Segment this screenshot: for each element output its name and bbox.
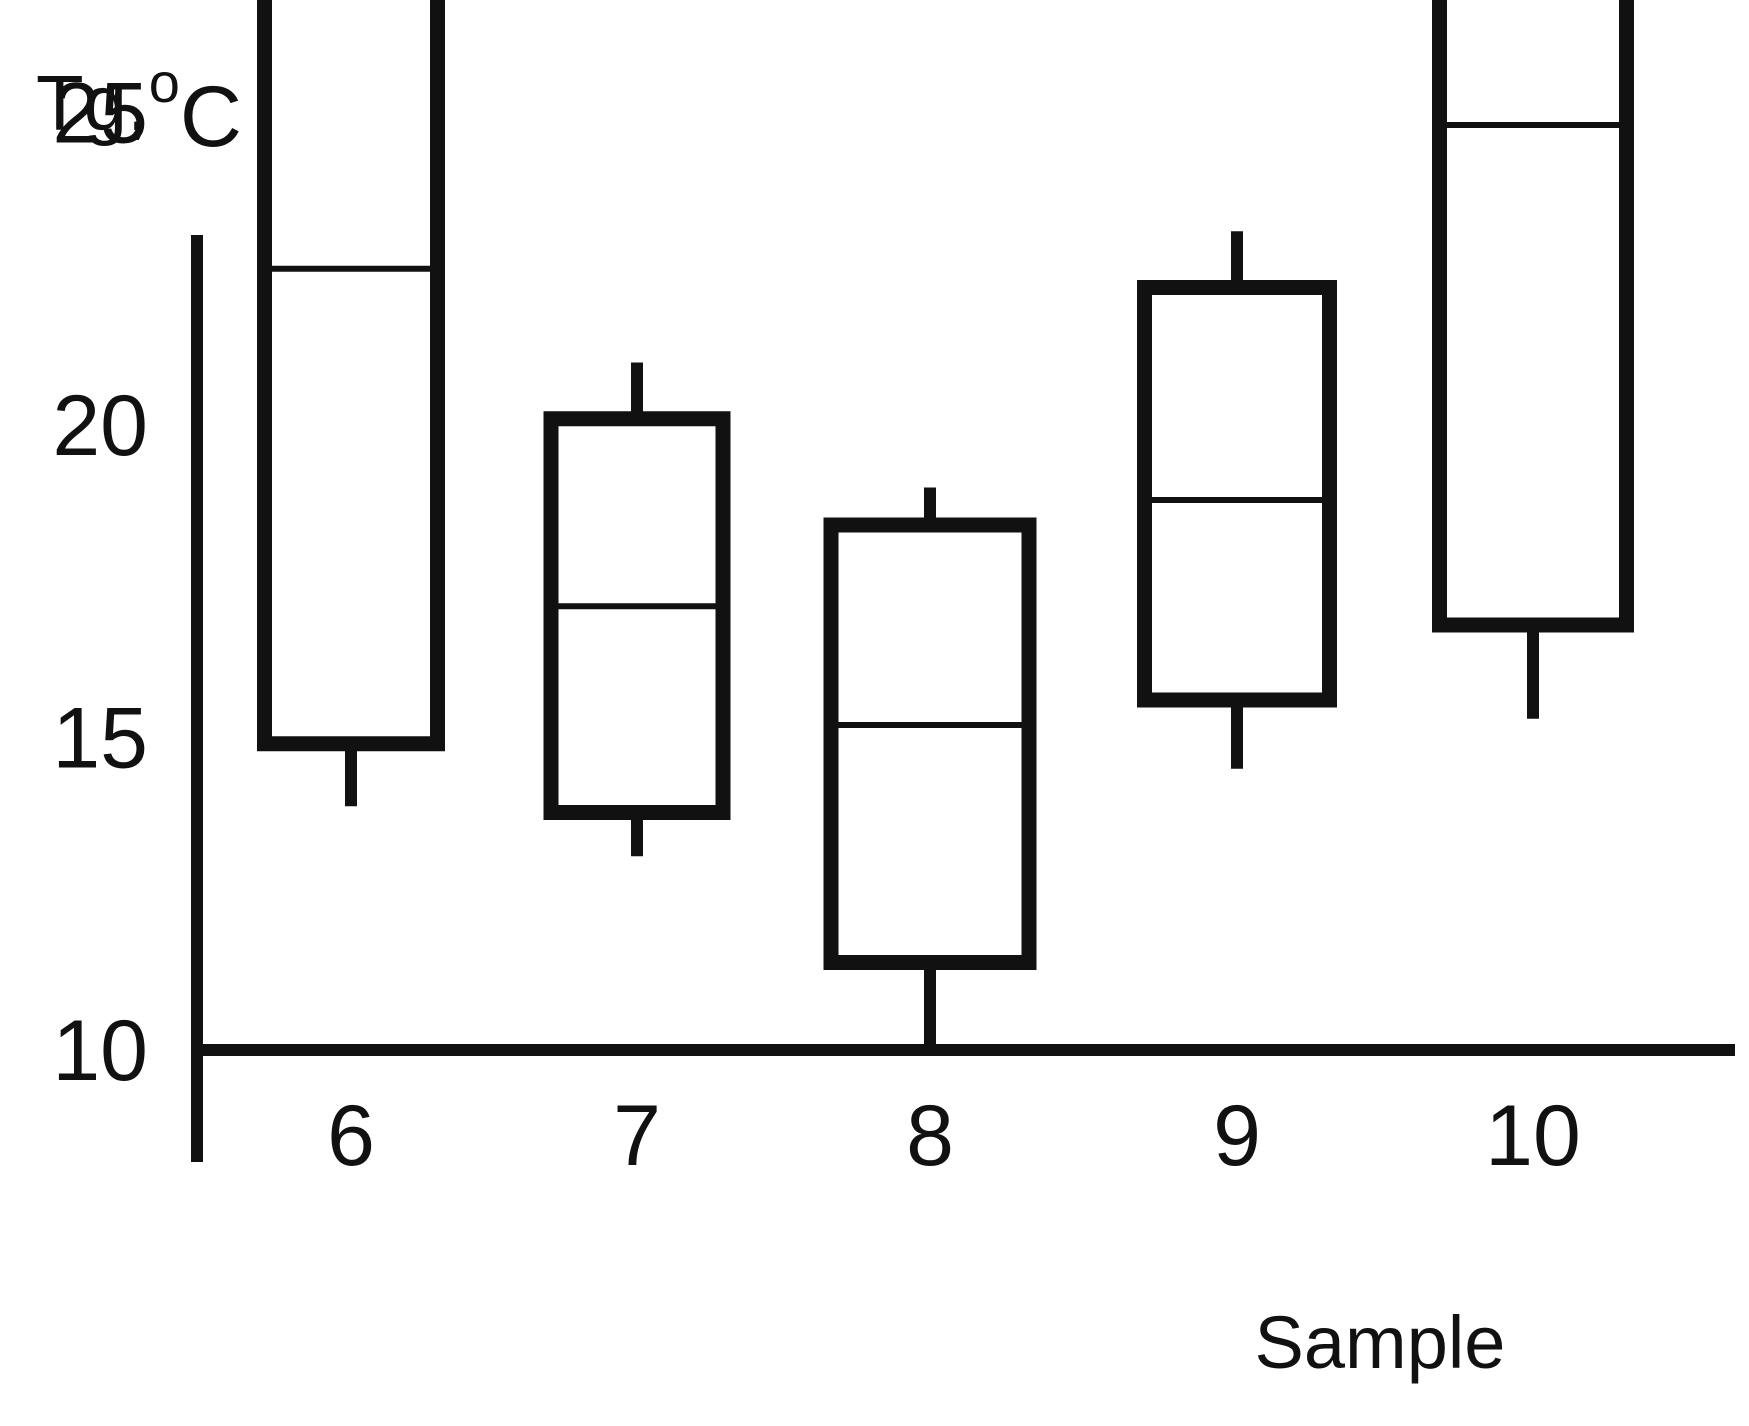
- y-tick-label: 15: [52, 691, 148, 787]
- x-axis-label: Sample: [1255, 1301, 1506, 1384]
- iqr-box: [257, 0, 445, 752]
- box-plot-8: [823, 487, 1037, 1050]
- box-series: [257, 0, 1634, 1050]
- iqr-box: [823, 517, 1037, 970]
- iqr-box: [1137, 280, 1337, 708]
- y-axis-label-unit: C: [180, 69, 242, 165]
- y-tick-label: 20: [52, 378, 148, 474]
- box-plot-6: [257, 0, 445, 807]
- x-tick-labels: 6 7 8 9 10: [327, 1088, 1581, 1184]
- x-tick-label: 6: [327, 1088, 375, 1184]
- iqr-box: [1432, 0, 1634, 633]
- y-tick-label: 10: [52, 1003, 148, 1099]
- x-tick-label: 9: [1213, 1088, 1261, 1184]
- y-axis-label-superscript: o: [149, 51, 180, 114]
- box-plot-7: [543, 362, 731, 857]
- y-axis-label: Tg,oC: [36, 51, 242, 165]
- x-tick-label: 10: [1485, 1088, 1581, 1184]
- box-plot-9: [1137, 231, 1337, 769]
- box-plot-10: [1432, 0, 1634, 719]
- y-tick-label: 25: [52, 66, 148, 162]
- y-axis-label-base: Tg,: [36, 59, 149, 147]
- iqr-box: [543, 411, 731, 820]
- y-tick-labels: 1015202530: [52, 66, 148, 1100]
- x-tick-label: 7: [613, 1088, 661, 1184]
- x-tick-label: 8: [906, 1088, 954, 1184]
